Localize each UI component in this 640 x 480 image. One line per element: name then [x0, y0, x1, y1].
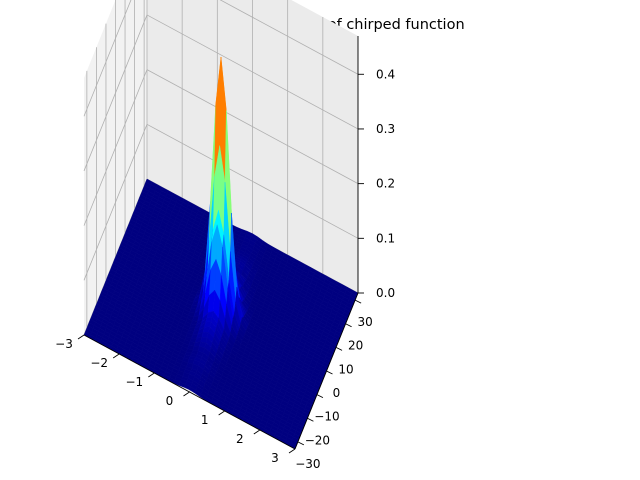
x-tick-mark [289, 449, 295, 453]
x-tick-mark [148, 373, 154, 377]
y-tick-mark [346, 324, 352, 327]
x-tick-mark [184, 392, 190, 396]
z-tick-label: 0.0 [376, 286, 395, 300]
y-tick-mark [336, 347, 342, 350]
z-tick-label: 0.2 [376, 177, 395, 191]
x-tick-label: −3 [55, 337, 73, 351]
y-tick-mark [317, 395, 323, 398]
x-tick-mark [219, 411, 225, 415]
y-tick-label: −30 [295, 457, 320, 471]
x-tick-label: 1 [201, 413, 209, 427]
y-tick-mark [298, 442, 304, 445]
x-tick-mark [254, 430, 260, 434]
x-tick-label: 2 [236, 432, 244, 446]
x-tick-label: −1 [125, 375, 143, 389]
y-tick-label: 10 [338, 362, 353, 376]
x-tick-mark [78, 335, 84, 339]
y-tick-label: −20 [305, 433, 330, 447]
z-tick-label: 0.3 [376, 122, 395, 136]
x-tick-label: 3 [271, 451, 279, 465]
y-tick-label: −10 [314, 410, 339, 424]
y-tick-mark [307, 418, 313, 421]
x-tick-label: −2 [90, 356, 108, 370]
y-tick-mark [327, 371, 333, 374]
y-tick-label: 0 [333, 386, 341, 400]
x-tick-label: 0 [166, 394, 174, 408]
z-tick-label: 0.4 [376, 67, 395, 81]
y-tick-label: 30 [357, 315, 372, 329]
y-tick-mark [355, 300, 361, 303]
x-tick-mark [113, 354, 119, 358]
z-tick-label: 0.1 [376, 231, 395, 245]
y-tick-label: 20 [348, 339, 363, 353]
